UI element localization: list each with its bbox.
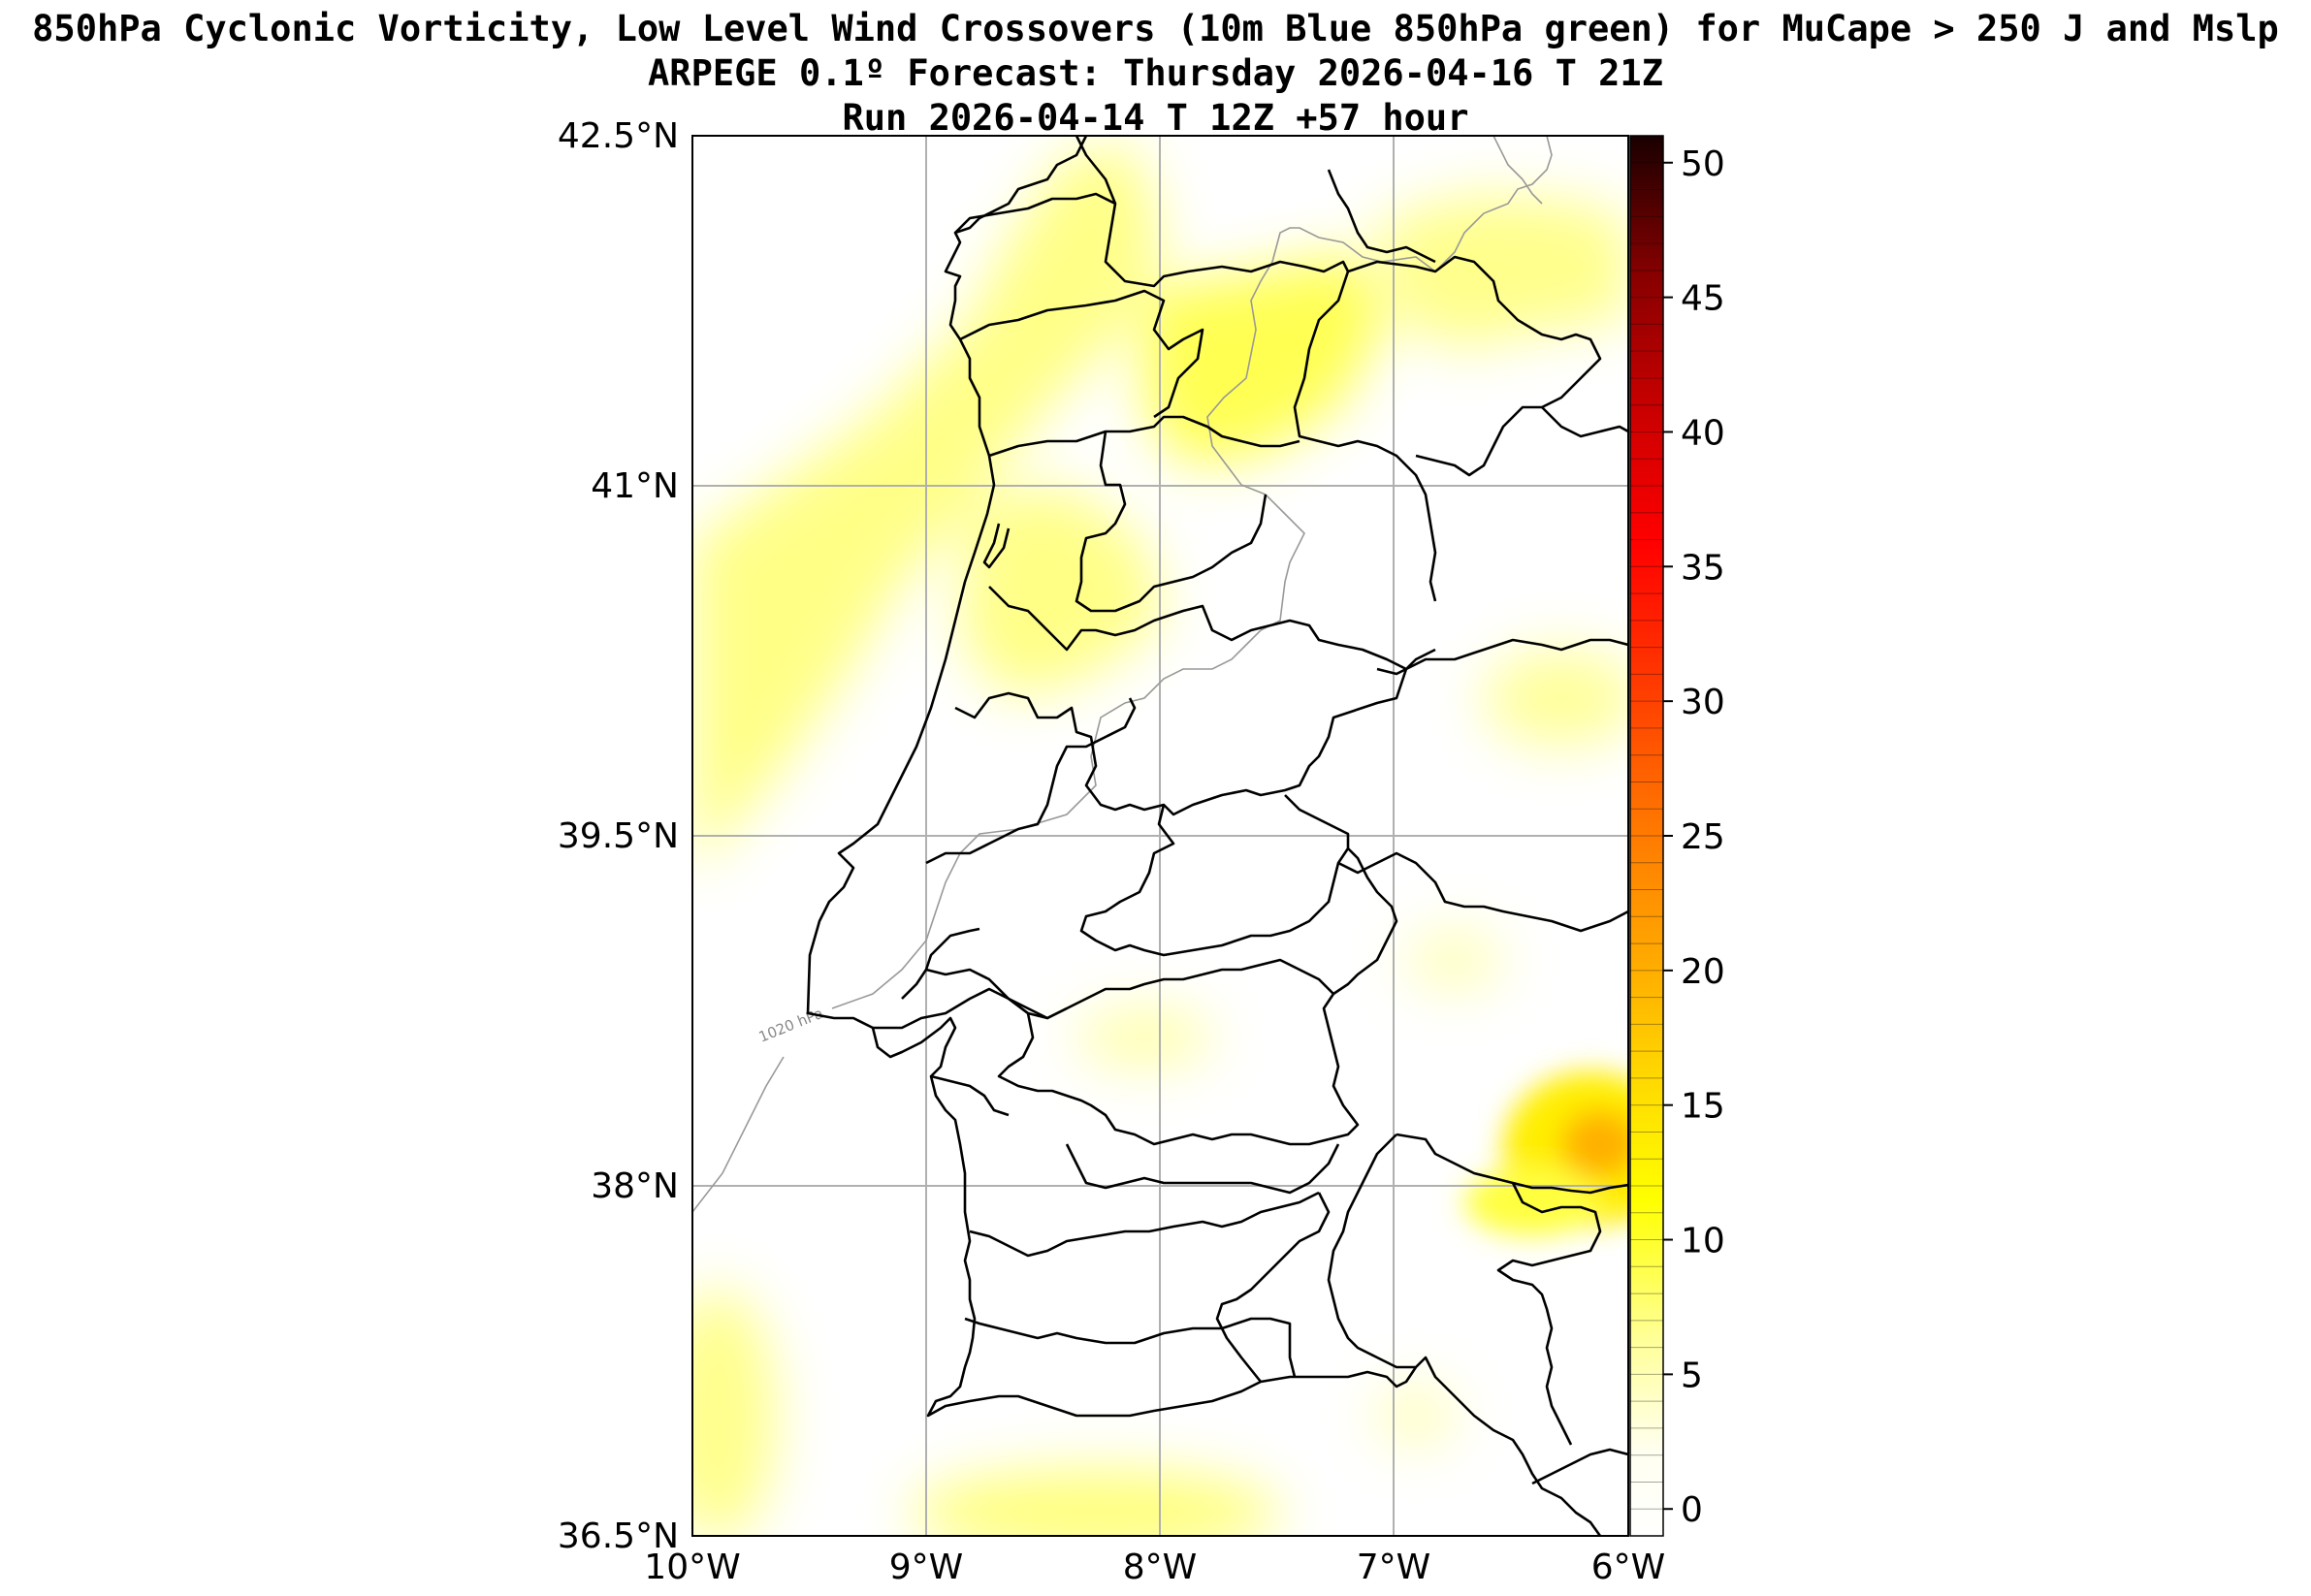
border-viseu — [988, 415, 1300, 458]
border-alentejo-east — [1215, 1192, 1331, 1383]
colorbar-gradient — [1629, 135, 1664, 1537]
border-spain-south — [1531, 1448, 1628, 1485]
colorbar-tick-label: 15 — [1681, 1087, 1725, 1127]
lon-tick-label: 6°W — [1591, 1548, 1666, 1587]
border-sado-estuary — [930, 1074, 1010, 1117]
lon-tick-label: 9°W — [889, 1548, 964, 1587]
colorbar-tick-label: 40 — [1681, 413, 1725, 453]
vorticity-shading — [692, 145, 1628, 1536]
isobar-line-1020 — [692, 1056, 785, 1213]
vorticity-field-alentejo — [1076, 1008, 1212, 1067]
border-santarem — [925, 697, 1137, 865]
coastline-and-borders — [806, 136, 1628, 1536]
colorbar-tick-label: 25 — [1681, 817, 1725, 857]
border-north-2 — [959, 289, 1204, 419]
colorbar-tick-label: 45 — [1681, 279, 1725, 319]
colorbar-tick-label: 5 — [1681, 1356, 1703, 1395]
chart-title-line-3: Run 2026-04-14 T 12Z +57 hour — [842, 97, 1469, 139]
border-ria-aveiro — [982, 523, 1011, 569]
border-minho — [954, 192, 1116, 234]
lon-tick-label: 8°W — [1123, 1548, 1198, 1587]
border-castelo-branco — [1079, 794, 1350, 957]
lat-tick-label: 38°N — [591, 1166, 679, 1206]
colorbar-ticks: 0 5 10 15 20 25 30 35 40 45 50 — [1663, 144, 1725, 1530]
colorbar-tick-label: 35 — [1681, 548, 1725, 588]
vorticity-field-northeast — [1377, 194, 1628, 349]
border-beja — [1065, 1143, 1340, 1195]
border-lisbon — [873, 987, 1068, 1030]
border-aveiro — [1075, 431, 1268, 613]
vorticity-field-southeast-max-inner — [1561, 1110, 1628, 1178]
border-algarve — [964, 1317, 1297, 1378]
colorbar-contour-lines — [1630, 162, 1663, 1510]
colorbar-tick-label: 20 — [1681, 952, 1725, 992]
border-spain-huelva — [1327, 1133, 1416, 1369]
isobar-line-ne — [1493, 136, 1543, 205]
border-spain-sevilla — [1496, 1182, 1602, 1446]
border-coimbra — [988, 586, 1407, 671]
border-alentejo-north — [925, 958, 1334, 1020]
map-frame — [691, 135, 1629, 1537]
border-setubal — [997, 997, 1330, 1146]
border-north-1 — [1075, 136, 1350, 288]
colorbar: 0 5 10 15 20 25 30 35 40 45 50 — [1629, 135, 1725, 1537]
chart-title-line-2: ARPEGE 0.1º Forecast: Thursday 2026-04-1… — [648, 52, 1663, 94]
map-gridlines — [692, 136, 1628, 1536]
lat-tick-label: 39.5°N — [558, 816, 679, 856]
vorticity-field-east-small — [1406, 931, 1503, 989]
lat-tick-label: 42.5°N — [558, 116, 679, 156]
vorticity-field-douro-core — [1144, 252, 1387, 465]
border-north-3 — [1293, 271, 1437, 602]
vorticity-field-east-mid — [1484, 650, 1628, 747]
border-spain-salamanca — [1376, 648, 1436, 676]
vorticity-field-southeast-tail — [1464, 1168, 1600, 1236]
border-tejo-estuary — [901, 927, 980, 1000]
colorbar-tick-label: 30 — [1681, 683, 1725, 722]
chart-title-line-1: 850hPa Cyclonic Vorticity, Low Level Win… — [32, 8, 2279, 49]
lat-tick-labels: 42.5°N 41°N 39.5°N 38°N 36.5°N — [558, 116, 679, 1556]
border-tras-os-montes — [1347, 255, 1602, 477]
colorbar-tick-label: 50 — [1681, 144, 1725, 184]
lat-tick-label: 36.5°N — [558, 1516, 679, 1556]
border-portalegre-east — [1337, 851, 1628, 933]
vorticity-field-south-coast — [912, 1469, 1280, 1536]
lon-tick-label: 10°W — [644, 1548, 740, 1587]
colorbar-tick-label: 0 — [1681, 1490, 1703, 1530]
lon-tick-label: 7°W — [1357, 1548, 1431, 1587]
border-beja-south — [969, 1191, 1320, 1258]
border-portalegre — [1322, 847, 1398, 1141]
lat-tick-label: 41°N — [591, 466, 679, 506]
border-spain-zamora — [1541, 406, 1628, 438]
border-leiria — [954, 668, 1408, 816]
vorticity-field-southeast-small — [1377, 1387, 1455, 1445]
border-spain-north — [1327, 169, 1436, 264]
vorticity-field-northwest-band — [692, 145, 1164, 873]
border-guarda — [1405, 638, 1628, 671]
vorticity-field-southwest — [692, 1290, 776, 1536]
vorticity-field-central-coast — [960, 485, 1164, 698]
colorbar-tick-label: 10 — [1681, 1222, 1725, 1261]
lon-tick-labels: 10°W 9°W 8°W 7°W 6°W — [644, 1548, 1665, 1587]
